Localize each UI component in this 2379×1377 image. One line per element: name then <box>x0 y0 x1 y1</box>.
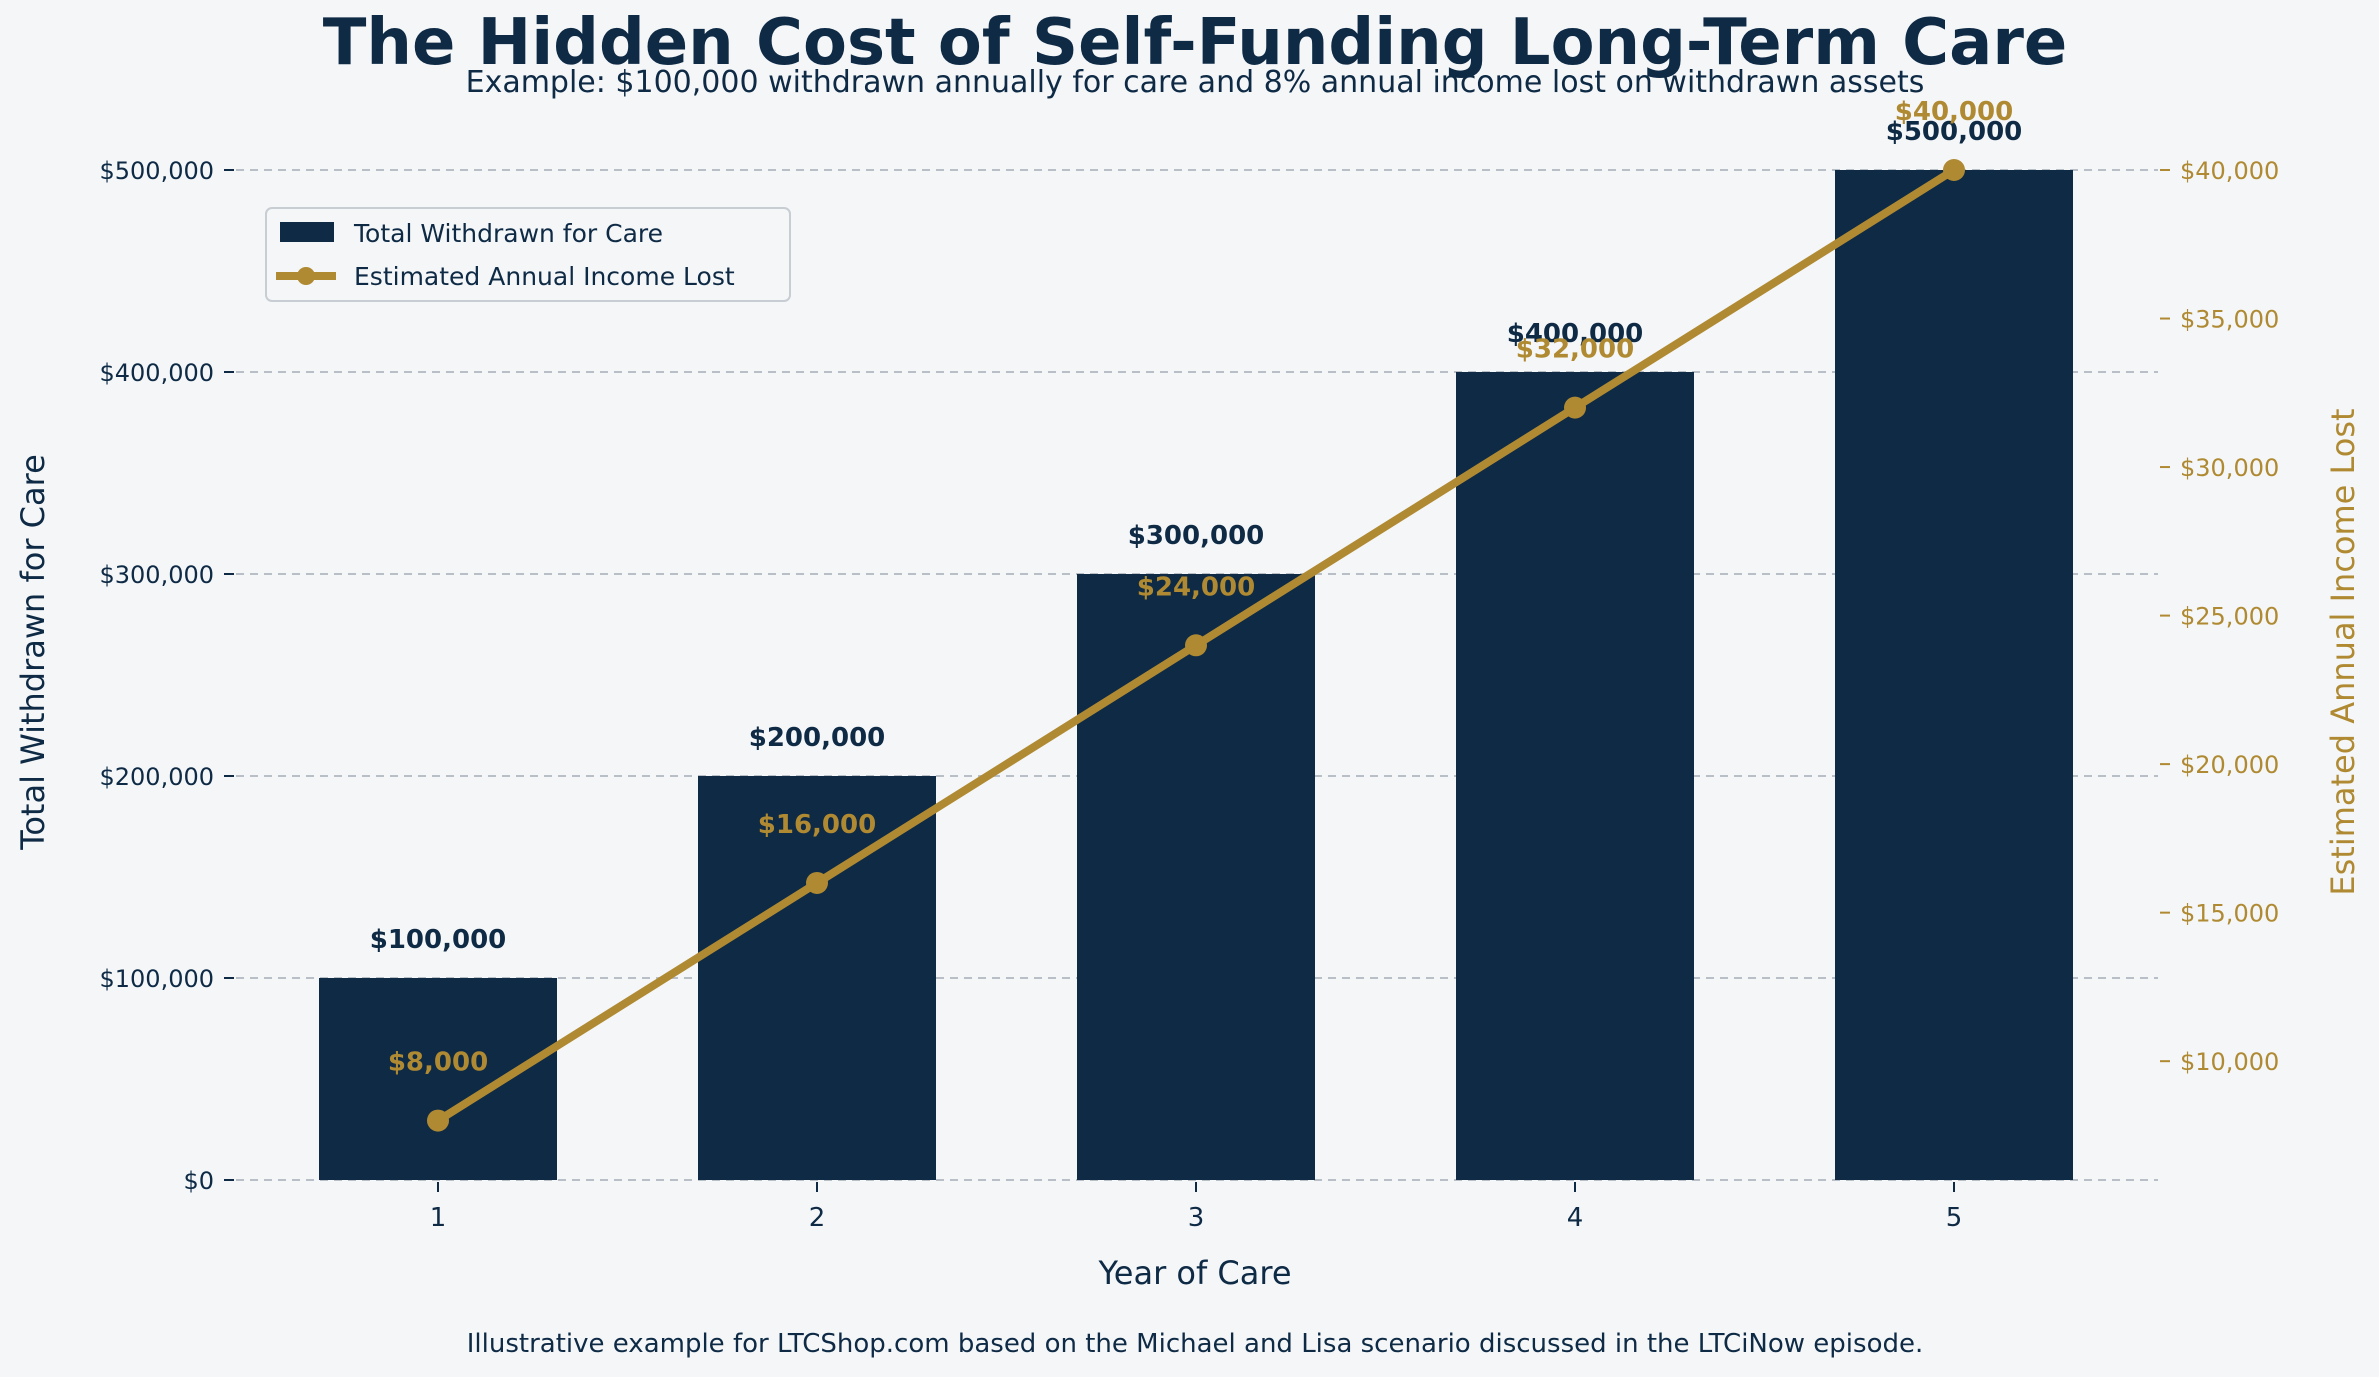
bar-year-4 <box>1456 372 1694 1180</box>
legend-swatch-marker <box>297 267 315 285</box>
footnote: Illustrative example for LTCShop.com bas… <box>467 1329 1924 1359</box>
left-axis: $0 $100,000 $200,000 $300,000 $400,000 $500,0… <box>99 157 234 1195</box>
income-lost-point-year-5 <box>1943 159 1965 181</box>
income-lost-line <box>427 159 1965 1132</box>
x-tick-label: 1 <box>430 1203 447 1233</box>
bar-year-2 <box>698 776 936 1180</box>
chart-title: The Hidden Cost of Self-Funding Long-Ter… <box>323 6 2068 80</box>
line-value-label: $24,000 <box>1137 572 1255 602</box>
left-tick-label: $200,000 <box>99 763 214 791</box>
data-labels: $100,000 $200,000 $300,000 $400,000 $500,000… <box>370 97 2023 1078</box>
x-tick-label: 4 <box>1567 1203 1584 1233</box>
right-tick-label: $10,000 <box>2180 1048 2279 1076</box>
line-value-label: $8,000 <box>388 1048 488 1078</box>
right-tick-label: $20,000 <box>2180 751 2279 779</box>
bar-value-label: $100,000 <box>370 925 507 955</box>
bar-year-1 <box>319 978 557 1180</box>
left-tick-label: $100,000 <box>99 965 214 993</box>
bar-value-label: $200,000 <box>749 723 886 753</box>
legend-label-bars: Total Withdrawn for Care <box>353 219 663 248</box>
left-tick-label: $500,000 <box>99 157 214 185</box>
right-tick-label: $25,000 <box>2180 603 2279 631</box>
legend-box <box>265 207 791 302</box>
right-tick-label: $15,000 <box>2180 900 2279 928</box>
bar-value-label: $400,000 <box>1507 319 1644 349</box>
left-axis-label: Total Withdrawn for Care <box>14 454 52 851</box>
x-axis: 1 2 3 4 5 <box>430 1182 1963 1233</box>
left-tick-label: $400,000 <box>99 359 214 387</box>
right-axis-label: Estimated Annual Income Lost <box>2324 408 2362 895</box>
right-axis: $10,000 $15,000 $20,000 $25,000 $30,000 $35,0… <box>2160 157 2279 1076</box>
x-tick-label: 3 <box>1188 1203 1205 1233</box>
income-lost-point-year-2 <box>806 871 828 894</box>
bars <box>319 170 2073 1180</box>
income-lost-point-year-3 <box>1185 634 1207 657</box>
x-axis-label: Year of Care <box>1097 1254 1291 1292</box>
chart-subtitle: Example: $100,000 withdrawn annually for… <box>466 65 1925 100</box>
left-tick-label: $0 <box>183 1167 214 1195</box>
line-value-label: $32,000 <box>1516 335 1634 365</box>
legend-swatch-bars <box>280 222 334 242</box>
income-lost-point-year-1 <box>427 1109 449 1132</box>
legend-label-line: Estimated Annual Income Lost <box>354 262 735 291</box>
right-tick-label: $30,000 <box>2180 454 2279 482</box>
left-tick-label: $300,000 <box>99 561 214 589</box>
right-tick-label: $40,000 <box>2180 157 2279 185</box>
bar-year-3 <box>1077 574 1315 1180</box>
bar-year-5 <box>1835 170 2073 1180</box>
x-tick-label: 5 <box>1946 1203 1963 1233</box>
bar-value-label: $300,000 <box>1128 521 1265 551</box>
line-value-label: $16,000 <box>758 810 876 840</box>
right-tick-label: $35,000 <box>2180 306 2279 334</box>
line-value-label: $40,000 <box>1895 97 2013 127</box>
bar-value-label: $500,000 <box>1886 117 2023 147</box>
x-tick-label: 2 <box>809 1203 826 1233</box>
income-lost-point-year-4 <box>1564 396 1586 419</box>
legend: Total Withdrawn for Care Estimated Annua… <box>265 207 791 302</box>
